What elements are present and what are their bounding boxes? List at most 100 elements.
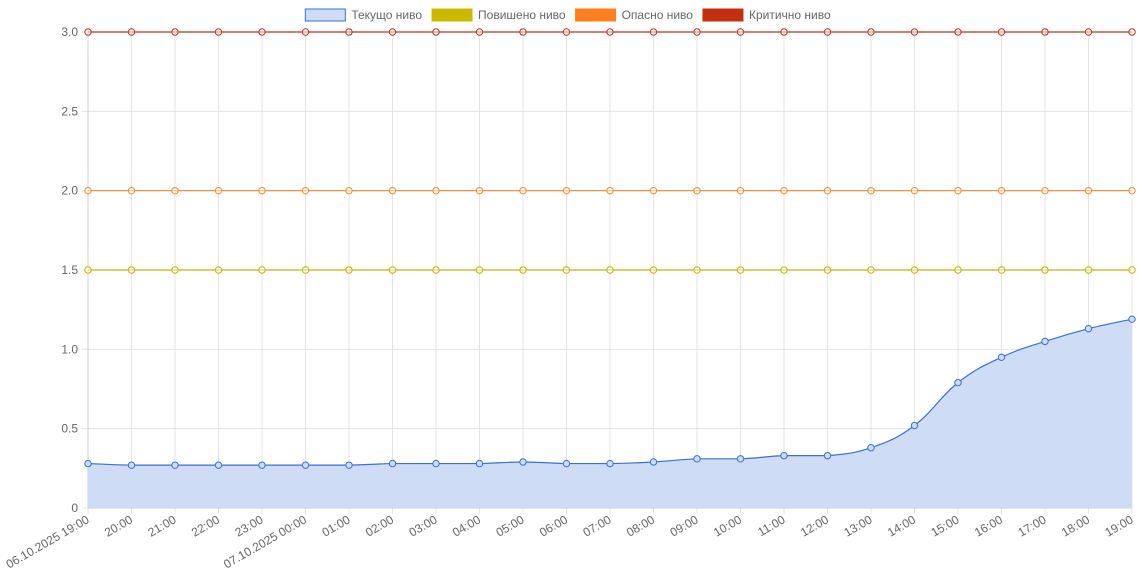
data-point (214, 28, 223, 36)
data-point (693, 186, 701, 195)
data-point (171, 28, 179, 36)
data-point (519, 458, 527, 466)
data-point (214, 186, 223, 195)
x-tick-label: 08:00 (624, 512, 657, 539)
data-point (867, 266, 875, 274)
x-tick-label: 21:00 (145, 512, 178, 539)
data-point (345, 28, 353, 36)
data-point (910, 186, 919, 195)
data-point (1128, 266, 1136, 274)
data-point (649, 28, 658, 36)
area-fills (88, 319, 1132, 508)
y-tick-label: 0.5 (61, 422, 78, 436)
data-point (823, 266, 832, 274)
data-point (1041, 266, 1049, 274)
x-tick-label: 18:00 (1059, 512, 1092, 539)
x-tick-label: 02:00 (363, 512, 396, 539)
y-tick-label: 1.5 (61, 263, 78, 277)
x-tick-label: 11:00 (755, 512, 788, 539)
data-point (780, 451, 788, 460)
data-point (649, 186, 658, 195)
data-point (736, 28, 745, 36)
data-point (780, 186, 788, 195)
data-point (1084, 266, 1093, 274)
data-point (519, 186, 527, 195)
data-point (388, 459, 397, 468)
data-point (258, 266, 266, 274)
x-tick-label: 06.10.2025 19:00 (4, 512, 92, 569)
legend-label: Повишено ниво (478, 8, 566, 22)
x-tick-label: 13:00 (841, 512, 874, 539)
x-tick-label: 10:00 (711, 512, 744, 539)
data-point (475, 266, 484, 274)
data-point (649, 458, 658, 466)
data-point (954, 266, 962, 274)
legend-item-3: Критично ниво (702, 8, 831, 22)
data-point (867, 444, 875, 452)
data-point (432, 266, 440, 274)
data-point (910, 28, 919, 36)
data-point (562, 266, 571, 274)
data-point (1128, 315, 1136, 323)
data-point (910, 266, 919, 274)
data-point (475, 459, 484, 468)
series-area-0 (88, 319, 1132, 508)
data-point (606, 266, 614, 274)
data-point (780, 28, 788, 36)
data-point (867, 28, 875, 36)
x-tick-label: 05:00 (493, 512, 526, 539)
data-point (127, 28, 136, 36)
data-point (1041, 186, 1049, 195)
x-tick-label: 12:00 (798, 512, 831, 539)
data-point (736, 186, 745, 195)
data-point (780, 266, 788, 274)
data-point (475, 186, 484, 195)
data-point (954, 28, 962, 36)
data-point (954, 378, 962, 387)
data-point (171, 186, 179, 195)
y-tick-label: 1.0 (61, 342, 78, 356)
legend-label: Критично ниво (749, 8, 831, 22)
data-point (388, 28, 397, 36)
x-tick-label: 07:00 (580, 512, 613, 539)
data-point (432, 28, 440, 36)
x-tick-label: 16:00 (972, 512, 1005, 539)
data-point (345, 461, 353, 469)
data-point (823, 28, 832, 36)
legend-swatch (575, 8, 617, 22)
legend-label: Опасно ниво (622, 8, 694, 22)
data-point (606, 28, 614, 36)
data-point (301, 266, 310, 274)
data-point (954, 186, 962, 195)
x-tick-label: 19:00 (1102, 512, 1135, 539)
data-point (301, 28, 310, 36)
data-point (127, 461, 136, 469)
data-point (997, 186, 1006, 195)
data-point (606, 186, 614, 195)
legend-swatch (431, 8, 473, 22)
data-point (84, 186, 92, 195)
data-point (867, 186, 875, 195)
data-point (388, 266, 397, 274)
legend-swatch (702, 8, 744, 22)
data-point (1084, 325, 1093, 333)
data-point (345, 266, 353, 274)
data-point (388, 186, 397, 195)
data-point (171, 266, 179, 274)
legend: Текущо ниво Повишено ниво Опасно ниво Крити… (304, 8, 831, 22)
y-tick-label: 3.0 (61, 25, 78, 39)
data-point (693, 28, 701, 36)
data-point (432, 459, 440, 468)
data-point (1084, 186, 1093, 195)
data-point (171, 461, 179, 469)
x-tick-label: 06:00 (537, 512, 570, 539)
legend-item-1: Повишено ниво (431, 8, 566, 22)
data-point (127, 266, 136, 274)
x-tick-label: 20:00 (102, 512, 135, 539)
data-point (258, 186, 266, 195)
data-point (823, 451, 832, 460)
data-point (301, 461, 310, 469)
data-point (997, 28, 1006, 36)
